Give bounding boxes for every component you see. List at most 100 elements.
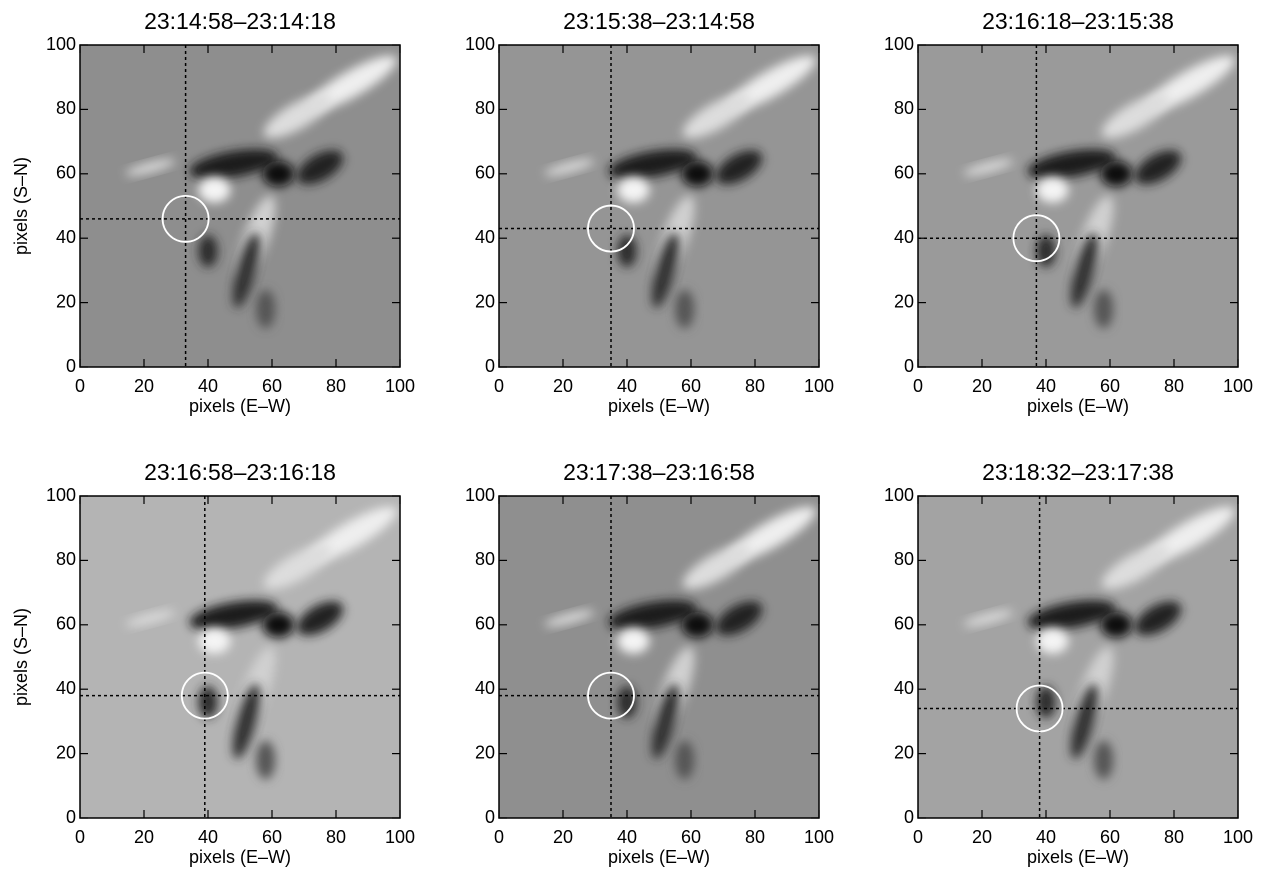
x-tick-label: 20 bbox=[972, 376, 992, 396]
feature bbox=[232, 683, 261, 759]
panel-title: 23:16:58–23:16:18 bbox=[144, 459, 336, 485]
feature bbox=[189, 600, 278, 631]
x-tick-label: 100 bbox=[804, 376, 834, 396]
feature bbox=[715, 601, 763, 636]
x-tick-label: 0 bbox=[75, 827, 85, 847]
y-tick-label: 40 bbox=[56, 678, 76, 698]
y-tick-label: 100 bbox=[884, 485, 914, 505]
x-tick-label: 100 bbox=[804, 827, 834, 847]
marker-circle bbox=[1012, 214, 1061, 263]
y-tick-label: 0 bbox=[485, 807, 495, 827]
feature bbox=[651, 683, 680, 759]
y-tick-label: 40 bbox=[475, 227, 495, 247]
x-tick-label: 60 bbox=[1100, 827, 1120, 847]
panel-title: 23:17:38–23:16:58 bbox=[563, 459, 755, 485]
marker-circle bbox=[587, 204, 635, 253]
x-tick-label: 60 bbox=[681, 376, 701, 396]
feature bbox=[1094, 740, 1114, 780]
x-tick-label: 20 bbox=[134, 376, 154, 396]
x-tick-label: 60 bbox=[681, 827, 701, 847]
x-tick-label: 60 bbox=[1100, 376, 1120, 396]
y-tick-label: 80 bbox=[56, 98, 76, 118]
feature bbox=[1100, 611, 1133, 638]
feature bbox=[296, 601, 344, 636]
y-tick-label: 0 bbox=[66, 356, 76, 376]
axes-frame bbox=[79, 44, 401, 368]
feature bbox=[1101, 93, 1170, 139]
x-tick-label: 60 bbox=[262, 376, 282, 396]
y-tick-label: 60 bbox=[56, 163, 76, 183]
marker-circle bbox=[161, 194, 210, 243]
y-tick-label: 60 bbox=[475, 614, 495, 634]
y-tick-label: 80 bbox=[475, 549, 495, 569]
x-axis-label: pixels (E–W) bbox=[1027, 847, 1129, 867]
x-tick-label: 20 bbox=[134, 827, 154, 847]
feature bbox=[963, 159, 1014, 176]
image bbox=[918, 496, 1238, 818]
x-axis-label: pixels (E–W) bbox=[189, 847, 291, 867]
x-tick-label: 40 bbox=[198, 376, 218, 396]
x-tick-label: 0 bbox=[75, 376, 85, 396]
axes-frame bbox=[498, 44, 820, 368]
y-tick-label: 0 bbox=[66, 807, 76, 827]
panel: 0 20 40 60 80 100 0 20 40 60 80 100 23:18:32–23:17:3… bbox=[884, 459, 1253, 867]
feature bbox=[256, 740, 276, 780]
x-tick-label: 80 bbox=[326, 376, 346, 396]
y-tick-label: 60 bbox=[894, 163, 914, 183]
feature bbox=[1101, 544, 1170, 590]
image bbox=[80, 45, 400, 367]
axes-frame bbox=[79, 495, 401, 819]
feature bbox=[681, 160, 714, 187]
feature bbox=[125, 159, 176, 176]
marker-circle bbox=[1015, 684, 1064, 733]
x-tick-label: 0 bbox=[494, 376, 504, 396]
x-axis-label: pixels (E–W) bbox=[608, 847, 710, 867]
feature bbox=[296, 150, 344, 185]
image bbox=[499, 45, 819, 367]
feature bbox=[262, 611, 295, 638]
y-tick-label: 80 bbox=[894, 98, 914, 118]
feature bbox=[262, 160, 295, 187]
feature bbox=[198, 685, 218, 719]
panel: 0 20 40 60 80 100 0 20 40 60 80 100 23:15:38–23:14:5… bbox=[465, 8, 834, 416]
y-tick-label: 100 bbox=[46, 34, 76, 54]
feature bbox=[1070, 232, 1099, 308]
y-tick-label: 0 bbox=[904, 807, 914, 827]
x-tick-label: 80 bbox=[1164, 376, 1184, 396]
feature bbox=[263, 544, 332, 590]
panel: 0 20 40 60 80 100 0 20 40 60 80 100 23:17:38–23:16:5… bbox=[465, 459, 834, 867]
feature bbox=[1027, 600, 1116, 631]
feature bbox=[189, 149, 278, 180]
x-tick-label: 40 bbox=[1036, 376, 1056, 396]
feature bbox=[198, 177, 231, 203]
x-tick-label: 100 bbox=[385, 376, 415, 396]
x-tick-label: 80 bbox=[745, 827, 765, 847]
feature bbox=[125, 610, 176, 627]
feature bbox=[617, 628, 650, 654]
y-tick-label: 40 bbox=[475, 678, 495, 698]
x-tick-label: 20 bbox=[972, 827, 992, 847]
x-tick-label: 100 bbox=[1223, 376, 1253, 396]
panel-title: 23:15:38–23:14:58 bbox=[563, 8, 755, 34]
y-tick-label: 100 bbox=[46, 485, 76, 505]
x-tick-label: 80 bbox=[326, 827, 346, 847]
y-tick-label: 100 bbox=[884, 34, 914, 54]
y-tick-label: 80 bbox=[475, 98, 495, 118]
image bbox=[80, 496, 400, 818]
y-tick-label: 20 bbox=[56, 742, 76, 762]
y-tick-label: 0 bbox=[485, 356, 495, 376]
y-tick-label: 0 bbox=[904, 356, 914, 376]
feature bbox=[1100, 160, 1133, 187]
x-tick-label: 40 bbox=[617, 376, 637, 396]
feature bbox=[651, 232, 680, 308]
feature bbox=[617, 234, 637, 268]
y-tick-label: 80 bbox=[56, 549, 76, 569]
feature bbox=[1070, 683, 1099, 759]
y-tick-label: 20 bbox=[894, 291, 914, 311]
x-tick-label: 0 bbox=[913, 827, 923, 847]
y-tick-label: 60 bbox=[56, 614, 76, 634]
y-tick-label: 60 bbox=[475, 163, 495, 183]
feature bbox=[1027, 149, 1116, 180]
y-tick-label: 100 bbox=[465, 485, 495, 505]
